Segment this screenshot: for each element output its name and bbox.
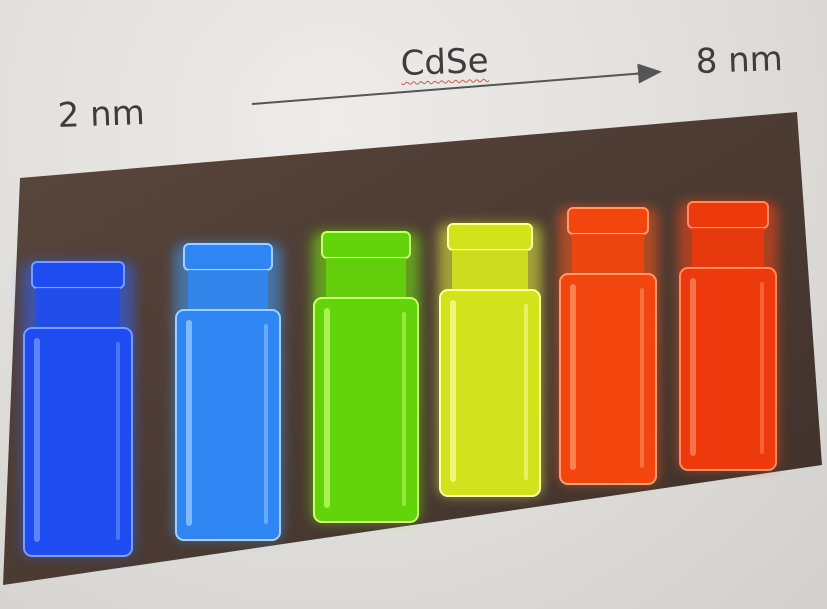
vial-body [175,309,281,541]
vial-blue [22,261,134,557]
vial-highlight [402,312,406,506]
vial-rim [321,231,411,259]
vial-highlight [640,288,644,468]
vial-highlight [450,300,456,482]
vial-highlight [116,342,120,540]
vial-sky-blue [174,243,282,541]
material-label: CdSe [400,40,490,84]
vial-rim [687,201,769,229]
vial-neck [452,250,528,290]
vial-body [559,273,657,485]
vial-rim [447,223,533,251]
vial-body [23,327,133,557]
vial-rim [183,243,273,271]
vial-highlight [34,338,40,542]
vial-rim [31,261,125,289]
vial-highlight [524,304,528,480]
vial-neck [188,270,268,310]
vial-body [679,267,777,471]
vials-group [22,201,778,557]
vial-red-orange [678,201,778,471]
vial-body [313,297,419,523]
vial-yellow [438,223,542,497]
start-size-label: 2 nm [57,92,146,136]
vial-highlight [264,324,268,524]
vial-neck [692,228,764,268]
vial-rim [567,207,649,235]
vial-highlight [186,320,192,526]
vial-highlight [760,282,764,454]
end-size-label: 8 nm [695,38,784,82]
vial-highlight [324,308,330,508]
vial-neck [36,288,120,328]
vial-neck [326,258,406,298]
vial-orange [558,207,658,485]
vial-green [312,231,420,523]
size-trend-arrow [251,63,662,105]
vial-highlight [690,278,696,456]
vial-body [439,289,541,497]
vial-highlight [570,284,576,470]
vial-neck [572,234,644,274]
